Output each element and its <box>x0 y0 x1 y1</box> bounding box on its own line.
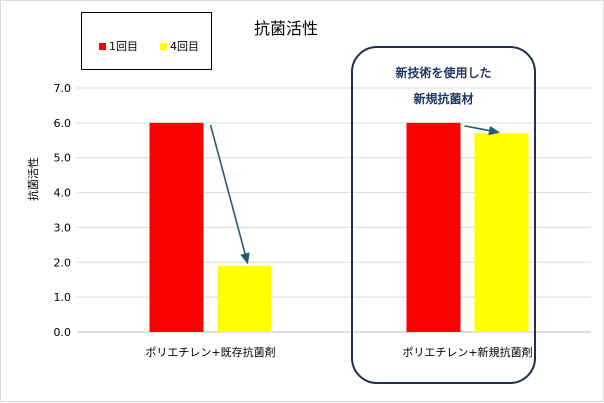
legend-swatch-4 <box>160 42 167 50</box>
y-axis-label: 抗菌活性 <box>27 157 40 201</box>
callout-text-line-1: 新技術を使用した <box>395 66 492 80</box>
bar-series2-cat2 <box>474 133 529 332</box>
y-tick-label: 6.0 <box>54 117 72 130</box>
bar-series2-cat1 <box>217 265 272 332</box>
legend-swatch-1 <box>99 42 106 50</box>
callout-box <box>351 46 536 384</box>
y-tick-label: 0.0 <box>54 326 72 339</box>
y-tick-label: 5.0 <box>54 152 72 165</box>
x-category-label: ポリエチレン+新規抗菌剤 <box>402 345 532 359</box>
y-tick-label: 2.0 <box>54 256 72 269</box>
legend-item-4: 4回目 <box>160 38 199 54</box>
x-category-label: ポリエチレン+既存抗菌剤 <box>145 345 275 359</box>
y-tick-label: 1.0 <box>54 291 72 304</box>
decline-arrow <box>209 124 250 265</box>
bar-series1-cat1 <box>149 122 204 332</box>
y-tick-label: 4.0 <box>54 187 72 200</box>
y-tick-label: 3.0 <box>54 221 72 234</box>
y-tick-label: 7.0 <box>54 82 72 95</box>
callout-text-line-2: 新規抗菌材 <box>413 92 474 106</box>
legend-label-4: 4回目 <box>170 40 199 53</box>
chart-title: 抗菌活性 <box>253 19 318 38</box>
legend-label-1: 1回目 <box>109 40 138 53</box>
legend: 1回目 4回目 <box>81 12 212 70</box>
legend-item-1: 1回目 <box>99 38 138 54</box>
bar-series1-cat2 <box>406 122 461 332</box>
retention-arrow <box>464 125 501 136</box>
